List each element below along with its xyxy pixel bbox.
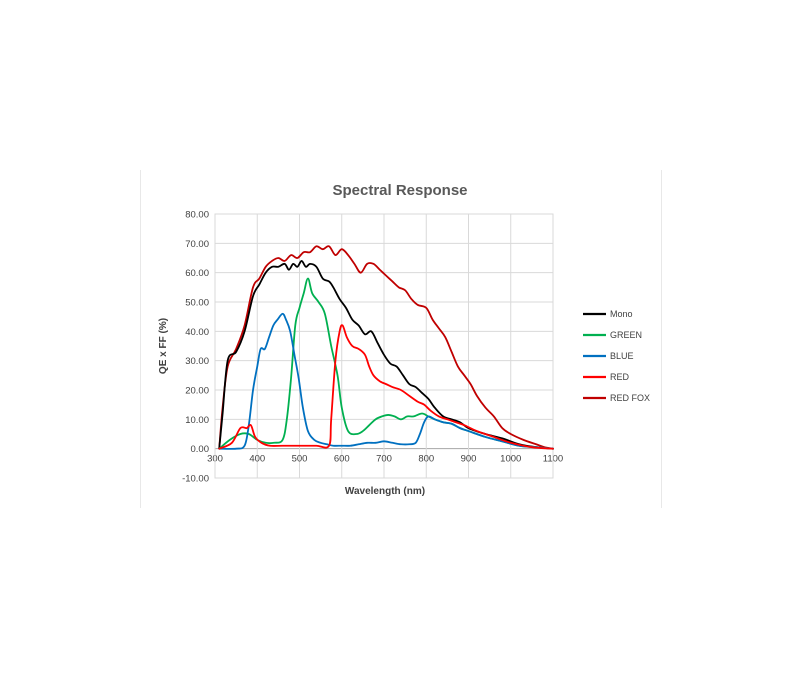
series-line-blue [218, 312, 554, 450]
legend-label-blue: BLUE [610, 351, 634, 361]
legend-label-red-fox: RED FOX [610, 393, 650, 403]
y-tick-label: 10.00 [185, 415, 209, 426]
y-tick-label: 60.00 [185, 268, 209, 279]
y-tick-label: 50.00 [185, 298, 209, 309]
legend-label-green: GREEN [610, 330, 642, 340]
spectral-response-chart: Spectral Response -10.00 0.00 10.00 20.00 30… [158, 182, 650, 497]
legend-label-red: RED [610, 372, 630, 382]
x-tick-label: 900 [461, 454, 477, 465]
x-axis-label: Wavelength (nm) [345, 486, 425, 497]
y-tick-label: 80.00 [185, 210, 209, 221]
plot-area [214, 213, 554, 479]
series-line-red-fox [218, 245, 554, 450]
chart-card: Spectral Response -10.00 0.00 10.00 20.00 30… [140, 170, 662, 508]
x-tick-label: 400 [249, 454, 265, 465]
x-tick-label: 700 [376, 454, 392, 465]
y-axis-label: QE x FF (%) [158, 318, 169, 374]
x-tick-label: 600 [334, 454, 350, 465]
y-tick-label: -10.00 [182, 474, 209, 485]
y-tick-label: 20.00 [185, 386, 209, 397]
y-tick-label: 70.00 [185, 239, 209, 250]
y-tick-label: 0.00 [191, 444, 210, 455]
y-tick-label: 40.00 [185, 327, 209, 338]
series-line-red [218, 324, 554, 450]
legend-label-mono: Mono [610, 309, 633, 319]
x-tick-label: 500 [292, 454, 308, 465]
x-tick-label: 800 [418, 454, 434, 465]
chart-title: Spectral Response [332, 182, 467, 199]
x-tick-label: 1000 [500, 454, 521, 465]
series-line-mono [218, 260, 554, 450]
y-tick-label: 30.00 [185, 356, 209, 367]
series-line-green [218, 277, 554, 450]
